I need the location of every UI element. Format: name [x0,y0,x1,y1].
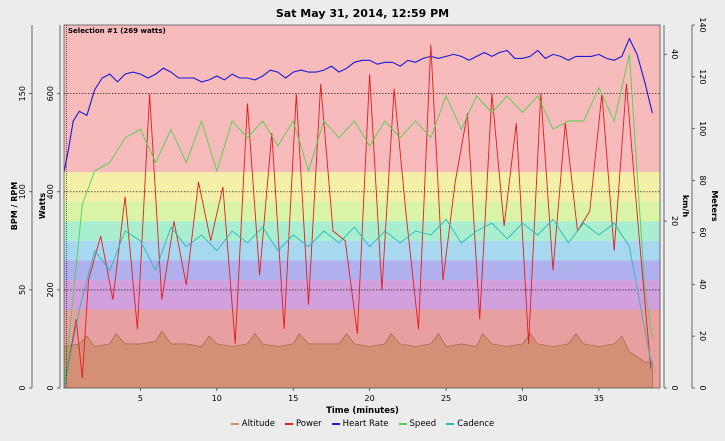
power-line [64,44,652,388]
bpm-tick-label: 100 [18,184,27,199]
legend-label: Cadence [457,419,495,429]
time-tick-label: 30 [517,394,527,403]
chart-title: Sat May 31, 2014, 12:59 PM [275,7,450,20]
x-axis-title: Time (minutes) [326,406,399,416]
altitude-area [64,330,653,388]
watts-tick-label: 600 [46,86,55,101]
watts-tick-label: 400 [46,184,55,199]
plot-frame [63,24,661,389]
kmh-tick-label: 20 [670,216,679,226]
legend-item-altitude[interactable]: Altitude [230,419,275,429]
meters-tick-label: 140 [698,17,707,32]
meters-tick-label: 20 [698,331,707,341]
time-tick-label: 35 [594,394,604,403]
power-zone-band [64,25,660,173]
meters-tick-label: 60 [698,227,707,237]
legend-label: Altitude [241,419,275,429]
chart-legend: Altitude Power Heart Rate Speed Cadence [0,419,725,429]
kmh-tick-label: 0 [670,385,679,390]
legend-swatch [446,423,455,425]
selection-label: Selection #1 (269 watts) [68,27,166,35]
power-zone-bands [64,25,660,388]
time-tick-label: 10 [212,394,222,403]
heart-rate-line [64,37,653,173]
legend-swatch [398,423,407,425]
watts-tick-label: 200 [46,282,55,297]
legend-label: Speed [409,419,437,429]
time-tick-label: 20 [365,394,375,403]
meters-axis: 0 20 40 60 80 100 120 140 [691,17,707,391]
watts-axis: 0 200 400 600 [46,25,61,391]
legend-label: Heart Rate [342,419,389,429]
bpm-axis: 0 50 100 150 [18,25,33,391]
speed-line [64,54,653,388]
legend-swatch [331,423,340,425]
meters-axis-title: Meters [710,190,719,222]
bpm-axis-title: BPM / RPM [10,182,19,230]
legend-item-speed[interactable]: Speed [398,419,437,429]
power-zone-band [64,240,660,261]
meters-tick-label: 100 [698,121,707,136]
meters-tick-label: 40 [698,279,707,289]
bpm-tick-label: 50 [18,285,27,295]
kmh-tick-label: 40 [670,49,679,59]
kmh-axis-title: km/h [681,195,690,218]
cadence-line [64,218,653,388]
plot-border [63,24,661,389]
bpm-tick-label: 0 [18,385,27,390]
power-zone-band [64,280,660,310]
series-layer [64,25,653,388]
watts-tick-label: 0 [46,385,55,390]
legend-label: Power [295,419,322,429]
legend-item-power[interactable]: Power [284,419,322,429]
time-tick-label: 25 [441,394,451,403]
legend-item-cadence[interactable]: Cadence [446,419,494,429]
watts-axis-title: Watts [38,193,47,220]
power-zone-band [64,260,660,281]
power-zone-band [64,201,660,222]
meters-tick-label: 0 [698,385,707,390]
legend-swatch [284,423,293,425]
time-tick-label: 5 [138,394,143,403]
legend-item-heart-rate[interactable]: Heart Rate [331,419,389,429]
legend-swatch [230,423,239,425]
time-axis: 5 10 15 20 25 30 35 [138,388,604,403]
time-tick-label: 15 [288,394,298,403]
meters-tick-label: 120 [698,69,707,84]
power-zone-band [64,172,660,202]
speed-axis: 0 20 40 [663,25,679,391]
bpm-tick-label: 150 [18,86,27,101]
meters-tick-label: 80 [698,175,707,185]
